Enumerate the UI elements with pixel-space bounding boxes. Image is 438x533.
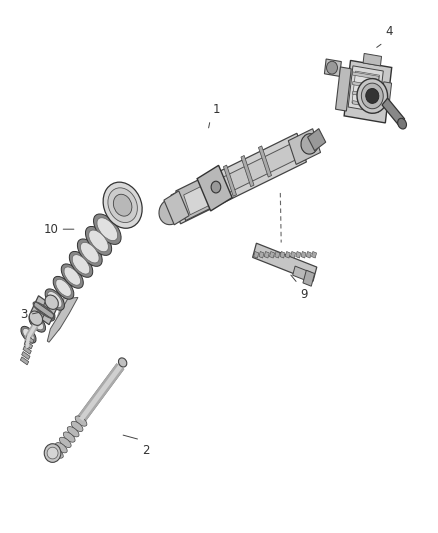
Polygon shape [275, 252, 280, 258]
Polygon shape [21, 351, 30, 360]
Ellipse shape [44, 443, 61, 462]
Ellipse shape [326, 61, 338, 74]
Polygon shape [164, 191, 189, 225]
Ellipse shape [94, 214, 121, 245]
Polygon shape [301, 252, 306, 258]
Polygon shape [353, 82, 379, 89]
Ellipse shape [78, 239, 102, 266]
Ellipse shape [398, 118, 406, 129]
Polygon shape [184, 185, 211, 215]
Ellipse shape [301, 134, 318, 154]
Polygon shape [269, 252, 275, 258]
Ellipse shape [47, 447, 58, 459]
Ellipse shape [103, 182, 142, 228]
Polygon shape [31, 296, 57, 325]
Ellipse shape [85, 227, 112, 255]
Polygon shape [348, 66, 383, 112]
Ellipse shape [211, 181, 221, 193]
Ellipse shape [69, 252, 93, 277]
Text: 4: 4 [385, 26, 393, 38]
Polygon shape [253, 243, 317, 281]
Text: 10: 10 [43, 223, 58, 236]
Polygon shape [20, 357, 29, 365]
Ellipse shape [97, 218, 118, 240]
Polygon shape [306, 252, 311, 258]
Ellipse shape [71, 421, 83, 432]
Polygon shape [25, 335, 34, 344]
Ellipse shape [366, 88, 379, 103]
Ellipse shape [29, 314, 46, 332]
Ellipse shape [61, 264, 83, 288]
Polygon shape [171, 133, 307, 224]
Ellipse shape [357, 78, 388, 114]
Polygon shape [353, 101, 379, 108]
Ellipse shape [53, 277, 74, 299]
Polygon shape [47, 297, 78, 342]
Text: 9: 9 [300, 288, 307, 301]
Polygon shape [344, 60, 392, 123]
Ellipse shape [45, 289, 64, 310]
Polygon shape [254, 252, 259, 258]
Polygon shape [285, 252, 290, 258]
Ellipse shape [29, 311, 42, 325]
Polygon shape [296, 252, 301, 258]
Polygon shape [206, 175, 219, 206]
Polygon shape [353, 72, 379, 79]
Ellipse shape [89, 230, 108, 252]
Polygon shape [336, 67, 351, 111]
Polygon shape [36, 297, 51, 323]
Polygon shape [293, 266, 312, 282]
Polygon shape [259, 252, 264, 258]
Polygon shape [382, 98, 405, 126]
Polygon shape [352, 71, 379, 107]
Polygon shape [241, 156, 254, 187]
Ellipse shape [64, 267, 81, 285]
Polygon shape [363, 53, 381, 66]
Polygon shape [223, 165, 237, 196]
Text: 2: 2 [142, 444, 150, 457]
Ellipse shape [113, 194, 132, 216]
Polygon shape [33, 301, 54, 319]
Polygon shape [311, 252, 317, 258]
Ellipse shape [47, 292, 62, 308]
Polygon shape [176, 177, 214, 221]
Polygon shape [217, 140, 304, 196]
Ellipse shape [39, 304, 53, 319]
Polygon shape [197, 165, 232, 211]
Polygon shape [24, 341, 33, 349]
Ellipse shape [37, 301, 55, 321]
Ellipse shape [64, 432, 75, 442]
Ellipse shape [361, 83, 383, 109]
Ellipse shape [108, 188, 138, 223]
Ellipse shape [56, 442, 67, 453]
Ellipse shape [75, 416, 87, 426]
Polygon shape [307, 128, 326, 151]
Polygon shape [23, 346, 32, 354]
Polygon shape [303, 270, 314, 286]
Text: 1: 1 [212, 103, 220, 116]
Ellipse shape [52, 448, 63, 458]
Ellipse shape [81, 243, 99, 263]
Polygon shape [258, 146, 272, 177]
Ellipse shape [56, 279, 71, 296]
Ellipse shape [45, 295, 58, 309]
Polygon shape [288, 129, 321, 164]
Polygon shape [353, 91, 379, 99]
Ellipse shape [72, 255, 90, 274]
Ellipse shape [118, 358, 127, 367]
Polygon shape [325, 59, 341, 76]
Polygon shape [280, 252, 285, 258]
Ellipse shape [31, 316, 43, 330]
Polygon shape [290, 252, 296, 258]
Polygon shape [381, 82, 392, 107]
Ellipse shape [60, 437, 71, 448]
Ellipse shape [159, 198, 183, 225]
Ellipse shape [67, 426, 79, 437]
Polygon shape [264, 252, 269, 258]
Text: 3: 3 [20, 308, 28, 321]
Ellipse shape [21, 326, 36, 343]
Ellipse shape [23, 328, 34, 341]
